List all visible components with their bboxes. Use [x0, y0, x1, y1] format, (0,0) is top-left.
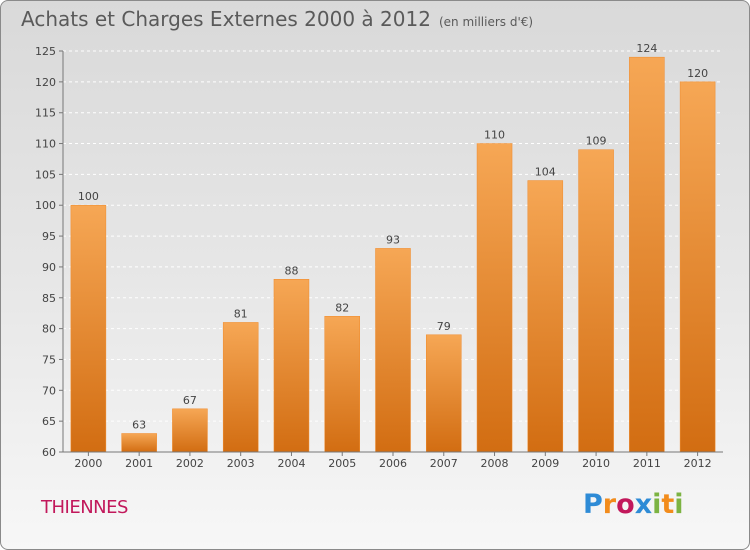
town-name: THIENNES — [41, 497, 128, 518]
value-label: 63 — [132, 418, 146, 431]
bar-2010 — [578, 149, 614, 453]
value-label: 82 — [335, 301, 349, 314]
bar-2004 — [273, 279, 310, 453]
value-label: 79 — [437, 320, 451, 333]
y-tick-label: 80 — [42, 323, 56, 336]
value-label: 93 — [386, 233, 400, 246]
bar-2011 — [629, 56, 665, 453]
x-tick-label: 2000 — [74, 457, 102, 470]
y-tick-label: 110 — [35, 138, 56, 151]
bar-2009 — [527, 180, 564, 453]
value-label: 67 — [183, 394, 197, 407]
bar-2002 — [172, 408, 208, 453]
x-tick-label: 2006 — [379, 457, 407, 470]
x-tick-label: 2008 — [481, 457, 509, 470]
x-tick-label: 2004 — [277, 457, 305, 470]
chart-subtitle: (en milliers d'€) — [438, 15, 534, 29]
x-tick-label: 2001 — [125, 457, 153, 470]
bar-2000 — [70, 204, 107, 453]
logo-letter: i — [652, 489, 662, 520]
logo-letter: o — [616, 489, 635, 520]
proxiti-logo[interactable]: Proxiti — [583, 489, 684, 520]
x-tick-label: 2005 — [328, 457, 356, 470]
value-label: 81 — [234, 307, 248, 320]
bar-2008 — [476, 143, 513, 453]
y-tick-label: 85 — [42, 292, 56, 305]
chart-title: Achats et Charges Externes 2000 à 2012 (e… — [21, 7, 533, 31]
logo-letter: i — [674, 489, 684, 520]
bar-2007 — [426, 334, 462, 453]
bar-2003 — [222, 322, 259, 453]
bar-2006 — [375, 248, 411, 453]
axes — [59, 50, 723, 456]
y-tick-label: 100 — [35, 199, 56, 212]
logo-letter: t — [661, 489, 675, 520]
bar-2001 — [121, 433, 157, 453]
value-label: 110 — [484, 129, 505, 142]
value-label: 104 — [535, 166, 556, 179]
x-tick-label: 2010 — [582, 457, 610, 470]
bars — [70, 56, 716, 453]
x-tick-label: 2007 — [430, 457, 458, 470]
value-label: 88 — [284, 264, 298, 277]
x-tick-label: 2009 — [531, 457, 559, 470]
bar-2012 — [679, 81, 716, 453]
logo-letter: P — [583, 489, 603, 520]
y-tick-label: 95 — [42, 230, 56, 243]
y-tick-label: 60 — [42, 446, 56, 459]
bar-2005 — [324, 316, 360, 453]
value-label: 100 — [78, 190, 99, 203]
x-tick-label: 2012 — [684, 457, 712, 470]
labels: 60 65 70 75 80 85 90 95 100 105 110 115 120 125 100 200… — [35, 42, 712, 470]
value-label: 109 — [586, 135, 607, 148]
y-tick-label: 70 — [42, 384, 56, 397]
value-label: 124 — [636, 42, 657, 55]
y-tick-label: 75 — [42, 353, 56, 366]
value-label: 120 — [687, 67, 708, 80]
x-tick-label: 2003 — [227, 457, 255, 470]
logo-letter: r — [602, 489, 617, 520]
x-tick-label: 2011 — [633, 457, 661, 470]
y-tick-label: 115 — [35, 107, 56, 120]
y-tick-label: 65 — [42, 415, 56, 428]
y-tick-label: 120 — [35, 76, 56, 89]
x-tick-label: 2002 — [176, 457, 204, 470]
title-text: Achats et Charges Externes 2000 à 2012 — [21, 7, 431, 31]
y-tick-label: 90 — [42, 261, 56, 274]
y-tick-label: 105 — [35, 168, 56, 181]
logo-letter: x — [634, 489, 653, 520]
y-tick-label: 125 — [35, 45, 56, 58]
